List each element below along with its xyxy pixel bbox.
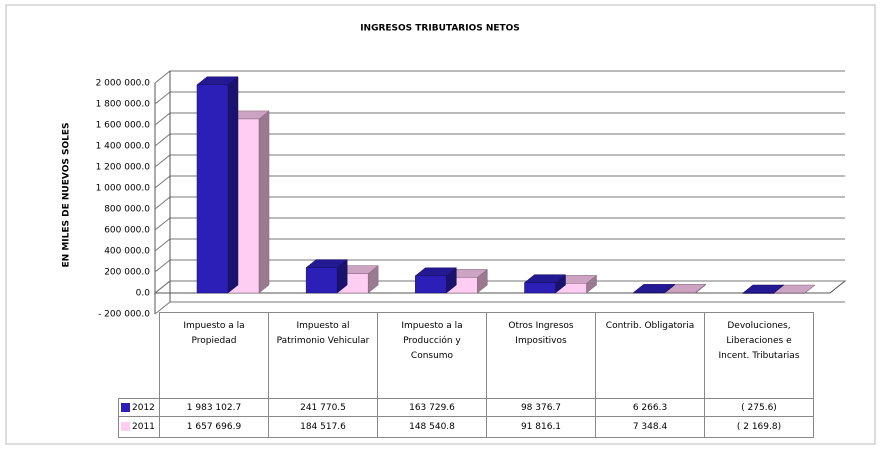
chart-title: INGRESOS TRIBUTARIOS NETOS [360,24,520,34]
bar-front [664,291,696,294]
y-tick-label: 1 200 000.0 [96,163,151,173]
bar-front [524,282,556,294]
bar [414,267,458,294]
category-label: Otros Ingresos Impositivos [486,312,596,399]
legend-swatch [121,402,130,412]
bar [632,283,676,294]
data-table: Impuesto a la Propiedad Impuesto al Patri… [118,312,814,438]
bar-front [773,292,806,294]
category-label: Impuesto a la Propiedad [159,312,269,399]
y-tick-label: 0.0 [136,289,151,299]
legend-cell: 2011 [118,416,160,438]
value-cell: 91 816.1 [486,416,596,438]
bar-side [258,110,270,294]
category-label: Impuesto a la Producción y Consumo [377,312,487,399]
y-tick-label: 800 000.0 [104,205,150,215]
legend-swatch [121,422,130,431]
y-tick-label: 1 400 000.0 [96,142,151,152]
category-label: Impuesto al Patrimonio Vehicular [268,312,378,399]
bar [742,284,785,294]
value-cell: 7 348.4 [595,416,705,438]
legend-label: 2012 [132,402,155,413]
bar-side [227,76,239,294]
table-header-row: Impuesto a la Propiedad Impuesto al Patri… [119,312,814,399]
y-tick-label: 2 000 000.0 [96,79,151,89]
bar [523,274,567,294]
value-cell: 163 729.6 [377,398,487,417]
value-cell: ( 2 169.8) [704,416,814,438]
y-tick-label: 1 800 000.0 [96,100,151,110]
bar [773,284,816,294]
y-tick-label: 400 000.0 [104,247,150,257]
table-corner [119,313,160,399]
value-cell: 6 266.3 [595,398,705,417]
bar [196,76,239,294]
category-label: Devoluciones, Liberaciones e Incent. Tri… [704,312,814,399]
bar [305,259,348,294]
bar-front [415,275,447,294]
value-cell: 148 540.8 [377,416,487,438]
legend-label: 2011 [132,422,155,432]
table-row: 2011 1 657 696.9 184 517.6 148 540.8 91 816.… [118,416,814,438]
table-row: 2012 1 983 102.7 241 770.5 163 729.6 98 376.… [118,398,814,417]
value-cell: 1 983 102.7 [159,398,269,417]
y-tick-label: 1 000 000.0 [96,184,151,194]
y-axis-label: EN MILES DE NUEVOS SOLES [62,123,72,268]
value-cell: 1 657 696.9 [159,416,269,438]
value-cell: 241 770.5 [268,398,378,417]
value-cell: ( 275.6) [704,398,814,417]
bar-front [196,84,229,294]
y-tick-label: - 200 000.0 [98,310,150,320]
bar-front [633,292,665,294]
y-tick-label: 600 000.0 [104,226,150,236]
value-cell: 98 376.7 [486,398,596,417]
category-label: Contrib. Obligatoria [595,312,705,399]
bar-front [742,292,775,294]
bar [663,283,707,294]
y-tick-label: 1 600 000.0 [96,121,151,131]
legend-cell: 2012 [118,398,160,417]
value-cell: 184 517.6 [268,416,378,438]
bar-front [305,267,338,294]
y-tick-label: 200 000.0 [104,268,150,278]
